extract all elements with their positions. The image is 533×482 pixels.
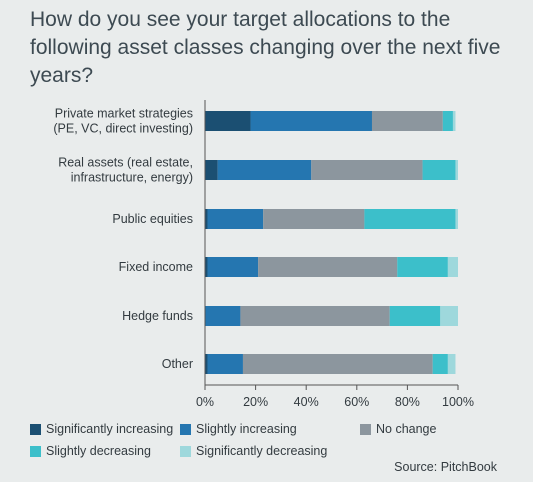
bar-segment (207, 209, 264, 229)
bar-segment (389, 306, 441, 326)
legend-item: Significantly decreasing (180, 444, 327, 458)
bar-segment (207, 354, 243, 374)
x-tick-label: 80% (395, 395, 420, 409)
bar-segment (205, 111, 251, 131)
bar-segment (440, 306, 458, 326)
chart-title: How do you see your target allocations t… (30, 8, 501, 87)
bar-segment (364, 209, 456, 229)
bar-segment (205, 257, 208, 277)
bar-segment (447, 354, 456, 374)
bar-segment (205, 306, 241, 326)
bar-segment (442, 111, 453, 131)
source-note: Source: PitchBook (394, 460, 497, 474)
category-label: Public equities (112, 212, 193, 226)
bar-segment (217, 160, 312, 180)
legend-label: Slightly increasing (196, 422, 297, 436)
category-label: Hedge funds (122, 309, 193, 323)
bar-segment (250, 111, 372, 131)
bar-segment (205, 160, 218, 180)
legend-item: Slightly decreasing (30, 444, 151, 458)
category-label: Other (162, 357, 193, 371)
bar-segment (397, 257, 448, 277)
legend-item: No change (360, 422, 436, 436)
legend-label: No change (376, 422, 437, 436)
bar-segment (311, 160, 423, 180)
legend-swatch (180, 445, 191, 457)
bar-segment (455, 160, 458, 180)
bar-segment (447, 257, 458, 277)
bar-segment (205, 209, 208, 229)
legend-label: Significantly decreasing (196, 444, 328, 458)
chart-plot: Private market strategies (PE, VC, direct… (53, 100, 474, 409)
bar-segment (207, 257, 259, 277)
legend-swatch (180, 423, 191, 435)
bar-segment (258, 257, 398, 277)
bar-segment (371, 111, 443, 131)
bar-segment (205, 354, 208, 374)
legend-swatch (30, 445, 41, 457)
bar-segment (242, 354, 433, 374)
bar-segment (452, 111, 456, 131)
bar-segment (263, 209, 365, 229)
category-label: Private market strategies (PE, VC, direct… (53, 107, 193, 136)
bar-segment (240, 306, 390, 326)
bar-segment (455, 209, 458, 229)
bar-segment (422, 160, 456, 180)
legend-item: Slightly increasing (180, 422, 297, 436)
x-tick-label: 100% (442, 395, 474, 409)
legend-item: Significantly increasing (30, 422, 173, 436)
legend-swatch (30, 423, 41, 435)
x-tick-label: 20% (243, 395, 268, 409)
x-tick-label: 60% (344, 395, 369, 409)
x-tick-label: 0% (196, 395, 214, 409)
bar-segment (432, 354, 448, 374)
legend-label: Significantly increasing (46, 422, 174, 436)
category-label: Real assets (real estate, infrastructure,… (58, 156, 193, 185)
category-label: Fixed income (119, 260, 193, 274)
legend-swatch (360, 423, 371, 435)
x-tick-label: 40% (294, 395, 319, 409)
legend-label: Slightly decreasing (46, 444, 151, 458)
